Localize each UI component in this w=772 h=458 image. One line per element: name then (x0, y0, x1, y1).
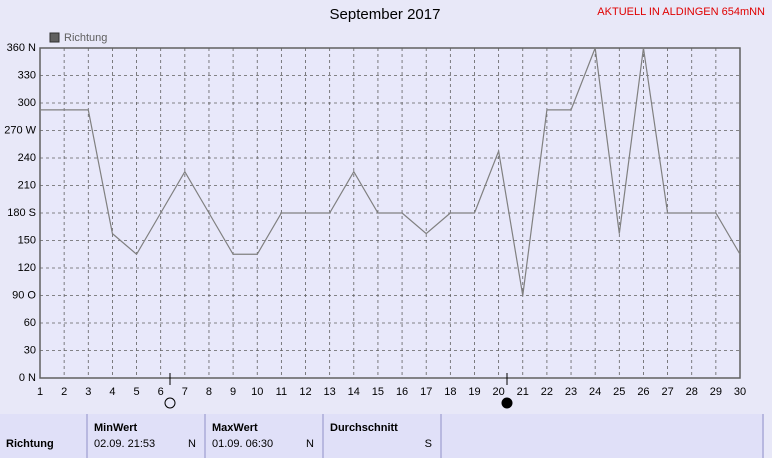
cell: Durchschnitt S (324, 414, 442, 458)
chart: September 2017 AKTUELL IN ALDINGEN 654mN… (4, 6, 765, 409)
y-tick-label: 60 (24, 317, 36, 329)
y-tick-label: 0 N (19, 372, 36, 384)
y-tick-label: 210 (18, 179, 36, 191)
x-tick-label: 30 (734, 386, 746, 398)
data-line (40, 47, 741, 296)
legend-swatch (49, 32, 60, 43)
legend-label: Richtung (64, 32, 107, 44)
x-tick-label: 29 (710, 386, 722, 398)
header: MaxWert (212, 422, 258, 434)
value: N (306, 438, 314, 450)
value: S (424, 438, 432, 450)
x-tick-label: 1 (37, 386, 43, 398)
row-label-cell: Richtung (0, 414, 88, 458)
x-tick-label: 3 (85, 386, 91, 398)
x-tick-label: 17 (420, 386, 432, 398)
full-moon-icon (164, 397, 176, 409)
x-tick-label: 20 (492, 386, 504, 398)
x-tick-label: 18 (444, 386, 456, 398)
header: Durchschnitt (330, 422, 398, 434)
y-tick-label: 90 O (12, 289, 36, 301)
y-tick-label: 120 (18, 262, 36, 274)
annotation: AKTUELL IN ALDINGEN 654mNN (597, 6, 765, 18)
y-tick-label: 330 (18, 69, 36, 81)
date: 02.09. 21:53 (94, 438, 156, 450)
y-tick-label: 30 (24, 344, 36, 356)
y-tick-label: 300 (18, 97, 36, 109)
x-tick-label: 26 (637, 386, 649, 398)
x-tick-label: 24 (589, 386, 601, 398)
x-tick-label: 7 (182, 386, 188, 398)
x-tick-label: 8 (206, 386, 212, 398)
x-tick-label: 13 (324, 386, 336, 398)
y-tick-label: 270 W (4, 124, 36, 136)
y-tick-label: 150 (18, 234, 36, 246)
new-moon-icon (501, 397, 513, 409)
chart-title: September 2017 (330, 6, 441, 23)
x-tick-label: 11 (276, 386, 287, 398)
y-tick-label: 180 S (7, 207, 36, 219)
cell: MinWert 02.09. 21:53 N (88, 414, 206, 458)
date: 01.09. 06:30 (212, 438, 274, 450)
x-tick-label: 4 (109, 386, 115, 398)
cell: MaxWert 01.09. 06:30 N (206, 414, 324, 458)
x-tick-label: 23 (565, 386, 577, 398)
x-tick-label: 21 (517, 386, 529, 398)
empty-cell (442, 414, 764, 458)
x-tick-label: 2 (61, 386, 67, 398)
x-tick-label: 12 (299, 386, 311, 398)
x-tick-label: 9 (230, 386, 236, 398)
x-tick-label: 19 (468, 386, 480, 398)
x-tick-label: 15 (372, 386, 384, 398)
y-tick-label: 360 N (7, 42, 36, 54)
x-tick-label: 16 (396, 386, 408, 398)
row-label: Richtung (6, 438, 54, 450)
x-tick-label: 27 (661, 386, 673, 398)
x-tick-label: 28 (686, 386, 698, 398)
x-tick-label: 22 (541, 386, 553, 398)
summary-table: Richtung MinWert 02.09. 21:53 N MaxWert … (0, 414, 772, 458)
x-tick-label: 25 (613, 386, 625, 398)
x-tick-label: 6 (158, 386, 164, 398)
header: MinWert (94, 422, 138, 434)
value: N (188, 438, 196, 450)
y-tick-label: 240 (18, 152, 36, 164)
x-tick-label: 5 (133, 386, 139, 398)
x-tick-label: 10 (251, 386, 263, 398)
x-tick-label: 14 (348, 386, 360, 398)
